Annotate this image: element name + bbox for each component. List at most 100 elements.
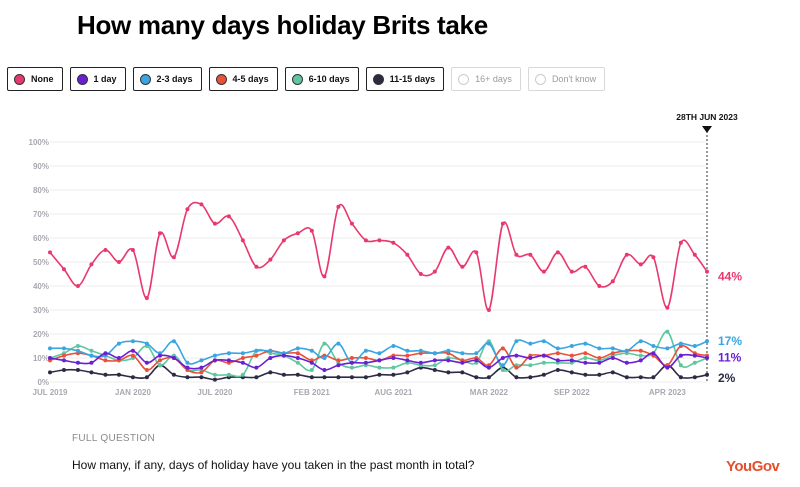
data-point xyxy=(486,341,491,346)
data-point xyxy=(555,250,560,255)
data-point xyxy=(309,368,314,372)
data-point xyxy=(226,372,231,377)
data-point xyxy=(363,360,368,365)
data-point xyxy=(569,353,574,358)
data-point xyxy=(89,262,94,267)
data-point xyxy=(500,221,505,226)
data-point xyxy=(583,356,588,360)
legend-swatch xyxy=(372,73,384,85)
data-point xyxy=(171,339,176,344)
data-point xyxy=(171,255,176,260)
data-point xyxy=(295,372,300,377)
data-point xyxy=(460,264,465,269)
data-point xyxy=(61,358,66,363)
data-point xyxy=(638,348,643,353)
legend-label: Don't know xyxy=(551,74,597,84)
data-point xyxy=(692,252,697,257)
data-point xyxy=(500,363,505,368)
data-point xyxy=(254,264,259,269)
line-chart: 0% 10% 20% 30% 40% 50% 60% 70% 80% 90% 100% JUL 201… xyxy=(29,112,743,397)
data-point xyxy=(61,353,66,358)
legend-toggle-dont-know[interactable]: Don't know xyxy=(527,67,606,91)
data-point xyxy=(240,372,245,377)
y-tick-label: 90% xyxy=(33,162,49,171)
y-tick-label: 20% xyxy=(33,330,49,339)
x-tick-label: FEB 2021 xyxy=(294,388,331,397)
data-point xyxy=(624,252,629,257)
data-point xyxy=(555,351,560,356)
legend-label: 6-10 days xyxy=(308,74,350,84)
data-point xyxy=(268,370,273,375)
data-point xyxy=(212,377,217,382)
full-question-text: How many, if any, days of holiday have y… xyxy=(72,458,475,472)
data-point xyxy=(474,375,479,380)
legend-toggle-6-10-days[interactable]: 6-10 days xyxy=(284,67,359,91)
data-point xyxy=(349,375,354,380)
data-point xyxy=(418,272,423,276)
data-point xyxy=(597,356,602,360)
data-point xyxy=(240,360,245,365)
y-tick-label: 10% xyxy=(33,354,49,363)
data-point xyxy=(377,365,382,370)
legend-toggle-4-5-days[interactable]: 4-5 days xyxy=(208,67,278,91)
y-tick-label: 100% xyxy=(29,138,49,147)
date-marker-arrow xyxy=(702,126,712,133)
data-point xyxy=(541,339,546,344)
legend-toggle-1-day[interactable]: 1 day xyxy=(69,67,126,91)
data-point xyxy=(541,269,546,274)
y-tick-label: 80% xyxy=(33,186,49,195)
data-point xyxy=(528,375,533,380)
legend: None 1 day 2-3 days 4-5 days 6-10 days 1… xyxy=(7,67,606,91)
legend-swatch xyxy=(14,73,25,85)
data-point xyxy=(405,370,410,375)
data-point xyxy=(89,353,94,358)
data-point xyxy=(569,370,574,375)
data-point xyxy=(363,348,368,353)
legend-toggle-11-15-days[interactable]: 11-15 days xyxy=(365,67,445,91)
data-point xyxy=(651,375,656,380)
data-point xyxy=(610,351,615,356)
data-point xyxy=(405,353,410,358)
data-point xyxy=(116,341,121,346)
end-value-label: 17% xyxy=(718,334,742,348)
data-point xyxy=(486,375,491,380)
data-point xyxy=(322,375,327,380)
data-point xyxy=(199,358,204,363)
data-point xyxy=(336,204,341,209)
y-tick-label: 60% xyxy=(33,234,49,243)
data-point xyxy=(268,257,273,262)
data-point xyxy=(212,358,217,363)
data-point xyxy=(199,202,204,207)
y-tick-label: 30% xyxy=(33,306,49,315)
data-point xyxy=(528,252,533,257)
data-point xyxy=(171,356,176,360)
data-point xyxy=(391,365,396,370)
legend-toggle-16-plus-days[interactable]: 16+ days xyxy=(451,67,521,91)
data-point xyxy=(528,341,533,346)
data-point xyxy=(418,348,423,353)
data-point xyxy=(597,372,602,377)
legend-toggle-none[interactable]: None xyxy=(7,67,63,91)
data-point xyxy=(541,360,546,365)
data-point xyxy=(377,358,382,363)
data-point xyxy=(75,360,80,365)
data-point xyxy=(130,375,135,380)
data-point xyxy=(349,356,354,360)
data-point xyxy=(405,252,410,257)
data-point xyxy=(569,269,574,274)
data-point xyxy=(705,356,709,360)
legend-toggle-2-3-days[interactable]: 2-3 days xyxy=(132,67,202,91)
data-point xyxy=(75,344,80,348)
data-point xyxy=(391,356,396,360)
data-point xyxy=(144,341,149,346)
x-tick-label: JUL 2020 xyxy=(197,388,233,397)
data-point xyxy=(665,346,670,351)
data-point xyxy=(322,341,327,346)
data-point xyxy=(363,375,368,380)
legend-label: 16+ days xyxy=(475,74,512,84)
data-point xyxy=(377,238,382,243)
date-marker-label: 28TH JUN 2023 xyxy=(676,112,738,122)
data-point xyxy=(212,372,217,377)
data-point xyxy=(309,375,314,380)
data-point xyxy=(130,348,135,353)
